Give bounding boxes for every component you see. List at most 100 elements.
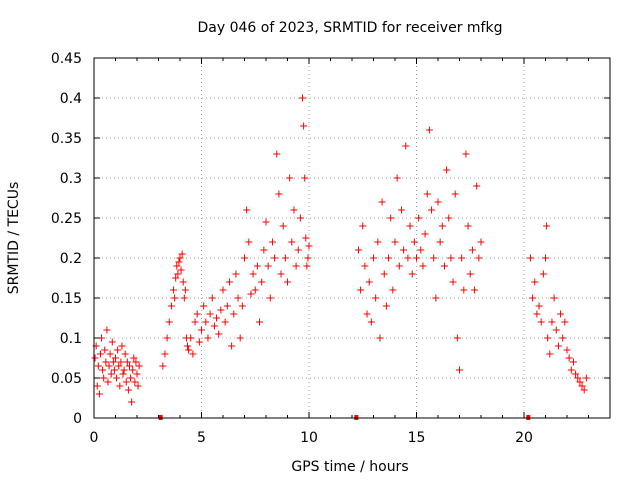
data-point — [206, 310, 214, 318]
data-points — [91, 94, 590, 406]
data-point — [260, 246, 268, 254]
data-point — [277, 270, 285, 278]
data-point — [574, 374, 582, 382]
y-tick-label: 0.45 — [51, 51, 82, 67]
data-point — [110, 366, 118, 374]
data-point — [128, 398, 136, 406]
data-point — [380, 270, 388, 278]
data-point — [99, 366, 107, 374]
data-point — [171, 294, 179, 302]
data-point — [578, 382, 586, 390]
data-point — [127, 374, 135, 382]
data-point — [108, 338, 116, 346]
data-point — [161, 350, 169, 358]
grid-lines — [94, 58, 610, 418]
data-point — [434, 198, 442, 206]
data-point — [460, 286, 468, 294]
data-point — [430, 254, 438, 262]
data-point — [357, 286, 365, 294]
data-point — [163, 334, 171, 342]
data-point — [221, 318, 229, 326]
data-point — [125, 362, 133, 370]
data-point — [539, 270, 547, 278]
data-point — [354, 246, 362, 254]
data-point — [273, 150, 281, 158]
data-point — [129, 366, 137, 374]
y-tick-label: 0.2 — [60, 251, 82, 267]
data-point — [262, 218, 270, 226]
data-point — [473, 182, 481, 190]
data-point — [256, 318, 264, 326]
data-point — [533, 310, 541, 318]
data-point — [475, 254, 483, 262]
data-point — [453, 334, 461, 342]
data-point — [526, 254, 534, 262]
data-point — [109, 358, 117, 366]
data-point — [93, 382, 101, 390]
data-point — [582, 374, 590, 382]
data-point — [302, 234, 310, 242]
data-point — [131, 378, 139, 386]
data-point — [563, 346, 571, 354]
y-tick-label: 0.4 — [60, 91, 82, 107]
y-axis-label: SRMTID / TECUs — [6, 182, 22, 295]
data-point — [191, 318, 199, 326]
data-point — [286, 174, 294, 182]
data-point — [213, 314, 221, 322]
data-point — [408, 270, 416, 278]
data-point — [561, 318, 569, 326]
data-point — [101, 346, 109, 354]
data-point — [296, 214, 304, 222]
data-point — [402, 142, 410, 150]
data-point — [292, 262, 300, 270]
data-point — [370, 254, 377, 262]
data-point — [436, 238, 444, 246]
data-point — [204, 334, 212, 342]
data-point — [290, 206, 298, 214]
data-point — [181, 286, 189, 294]
data-point — [230, 310, 238, 318]
y-tick-label: 0.05 — [51, 371, 82, 387]
data-point — [305, 242, 313, 250]
data-point — [185, 346, 193, 354]
data-point — [468, 246, 476, 254]
axis-ticks — [93, 57, 610, 419]
data-point — [464, 222, 472, 230]
data-point — [363, 310, 371, 318]
data-point — [208, 294, 216, 302]
data-point — [118, 342, 126, 350]
data-point — [456, 366, 463, 374]
data-point — [123, 358, 131, 366]
data-point — [241, 254, 248, 262]
data-point — [217, 306, 225, 314]
data-point — [359, 222, 367, 230]
data-point — [391, 238, 399, 246]
data-point — [376, 334, 384, 342]
data-point — [406, 222, 414, 230]
data-point — [135, 362, 143, 370]
data-point — [172, 274, 180, 282]
data-point — [95, 390, 103, 398]
data-point — [178, 250, 186, 258]
data-point — [550, 294, 558, 302]
plot-frame — [93, 57, 611, 419]
data-point — [124, 386, 132, 394]
data-point — [546, 350, 554, 358]
data-point — [572, 370, 580, 378]
data-point — [415, 214, 423, 222]
y-tick-label: 0 — [73, 411, 82, 427]
data-point — [102, 358, 110, 366]
data-point — [413, 254, 420, 262]
data-point — [385, 254, 393, 262]
data-point — [301, 174, 309, 182]
data-point — [367, 318, 375, 326]
data-point — [193, 310, 201, 318]
data-point — [202, 318, 210, 326]
data-point — [569, 358, 577, 366]
data-point — [438, 222, 446, 230]
data-point — [122, 378, 130, 386]
data-point — [382, 302, 390, 310]
data-point — [177, 266, 185, 274]
data-point — [121, 350, 129, 358]
